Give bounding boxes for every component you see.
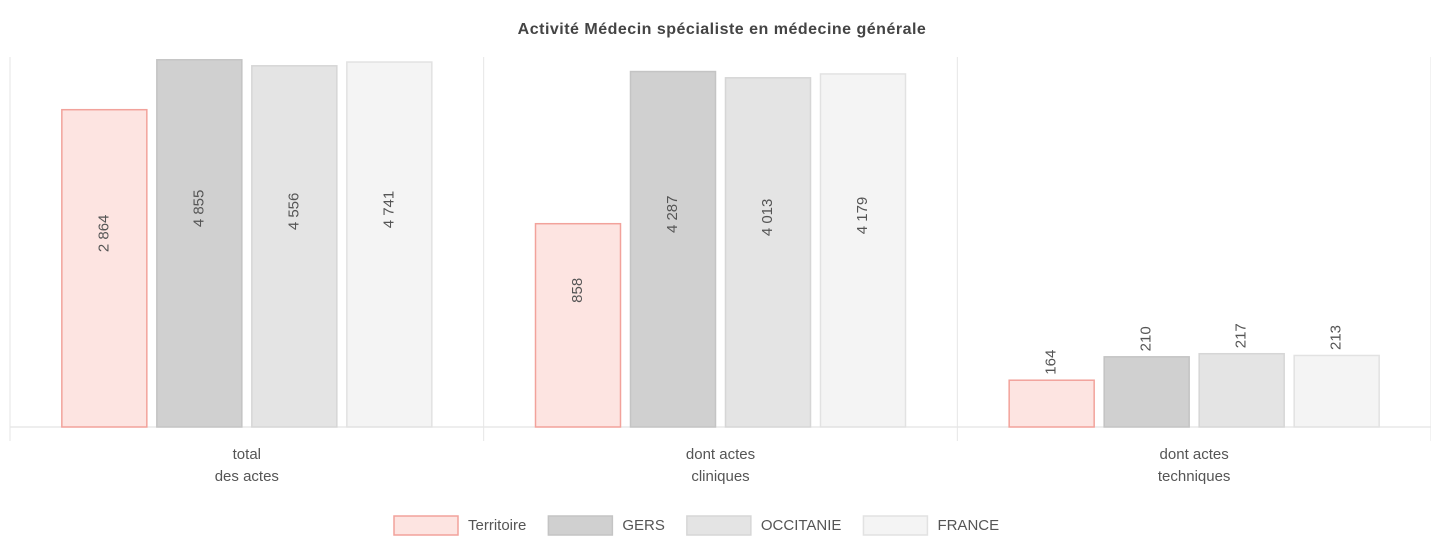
value-label: 4 556 [285, 193, 302, 231]
x-tick-label: techniques [1158, 468, 1231, 485]
legend-label: Territoire [468, 517, 526, 534]
bar [819, 73, 907, 428]
x-tick-label: total [233, 446, 261, 463]
x-tick-label: cliniques [691, 468, 749, 485]
legend-label: GERS [622, 517, 665, 534]
value-label: 210 [1138, 326, 1155, 351]
value-label: 213 [1328, 325, 1345, 350]
chart-title: Activité Médecin spécialiste en médecine… [518, 21, 927, 38]
value-label: 4 179 [854, 197, 871, 235]
legend-swatch [393, 515, 459, 536]
value-label: 164 [1043, 350, 1060, 375]
x-tick-label: dont actes [686, 446, 755, 463]
bar [534, 222, 622, 428]
legend-label: FRANCE [937, 517, 999, 534]
value-label: 4 013 [759, 199, 776, 237]
bar [251, 65, 338, 428]
bar [1008, 379, 1095, 428]
value-label: 2 864 [95, 215, 112, 253]
value-label: 4 741 [380, 191, 397, 229]
bar [346, 61, 433, 428]
legend-label: OCCITANIE [761, 517, 842, 534]
bar [1293, 354, 1380, 428]
value-label: 217 [1233, 323, 1250, 348]
x-tick-label: des actes [215, 468, 279, 485]
bar [1103, 356, 1190, 428]
x-tick-label: dont actes [1160, 446, 1229, 463]
legend-swatch [547, 515, 614, 536]
bar [61, 108, 148, 428]
bar [156, 59, 243, 428]
value-label: 4 855 [190, 190, 207, 228]
legend-swatch [686, 515, 752, 536]
bar [629, 70, 717, 428]
value-label: 4 287 [664, 196, 681, 234]
bar [724, 77, 812, 428]
legend-swatch [862, 515, 929, 536]
value-label: 858 [569, 278, 586, 303]
bar [1198, 352, 1285, 428]
